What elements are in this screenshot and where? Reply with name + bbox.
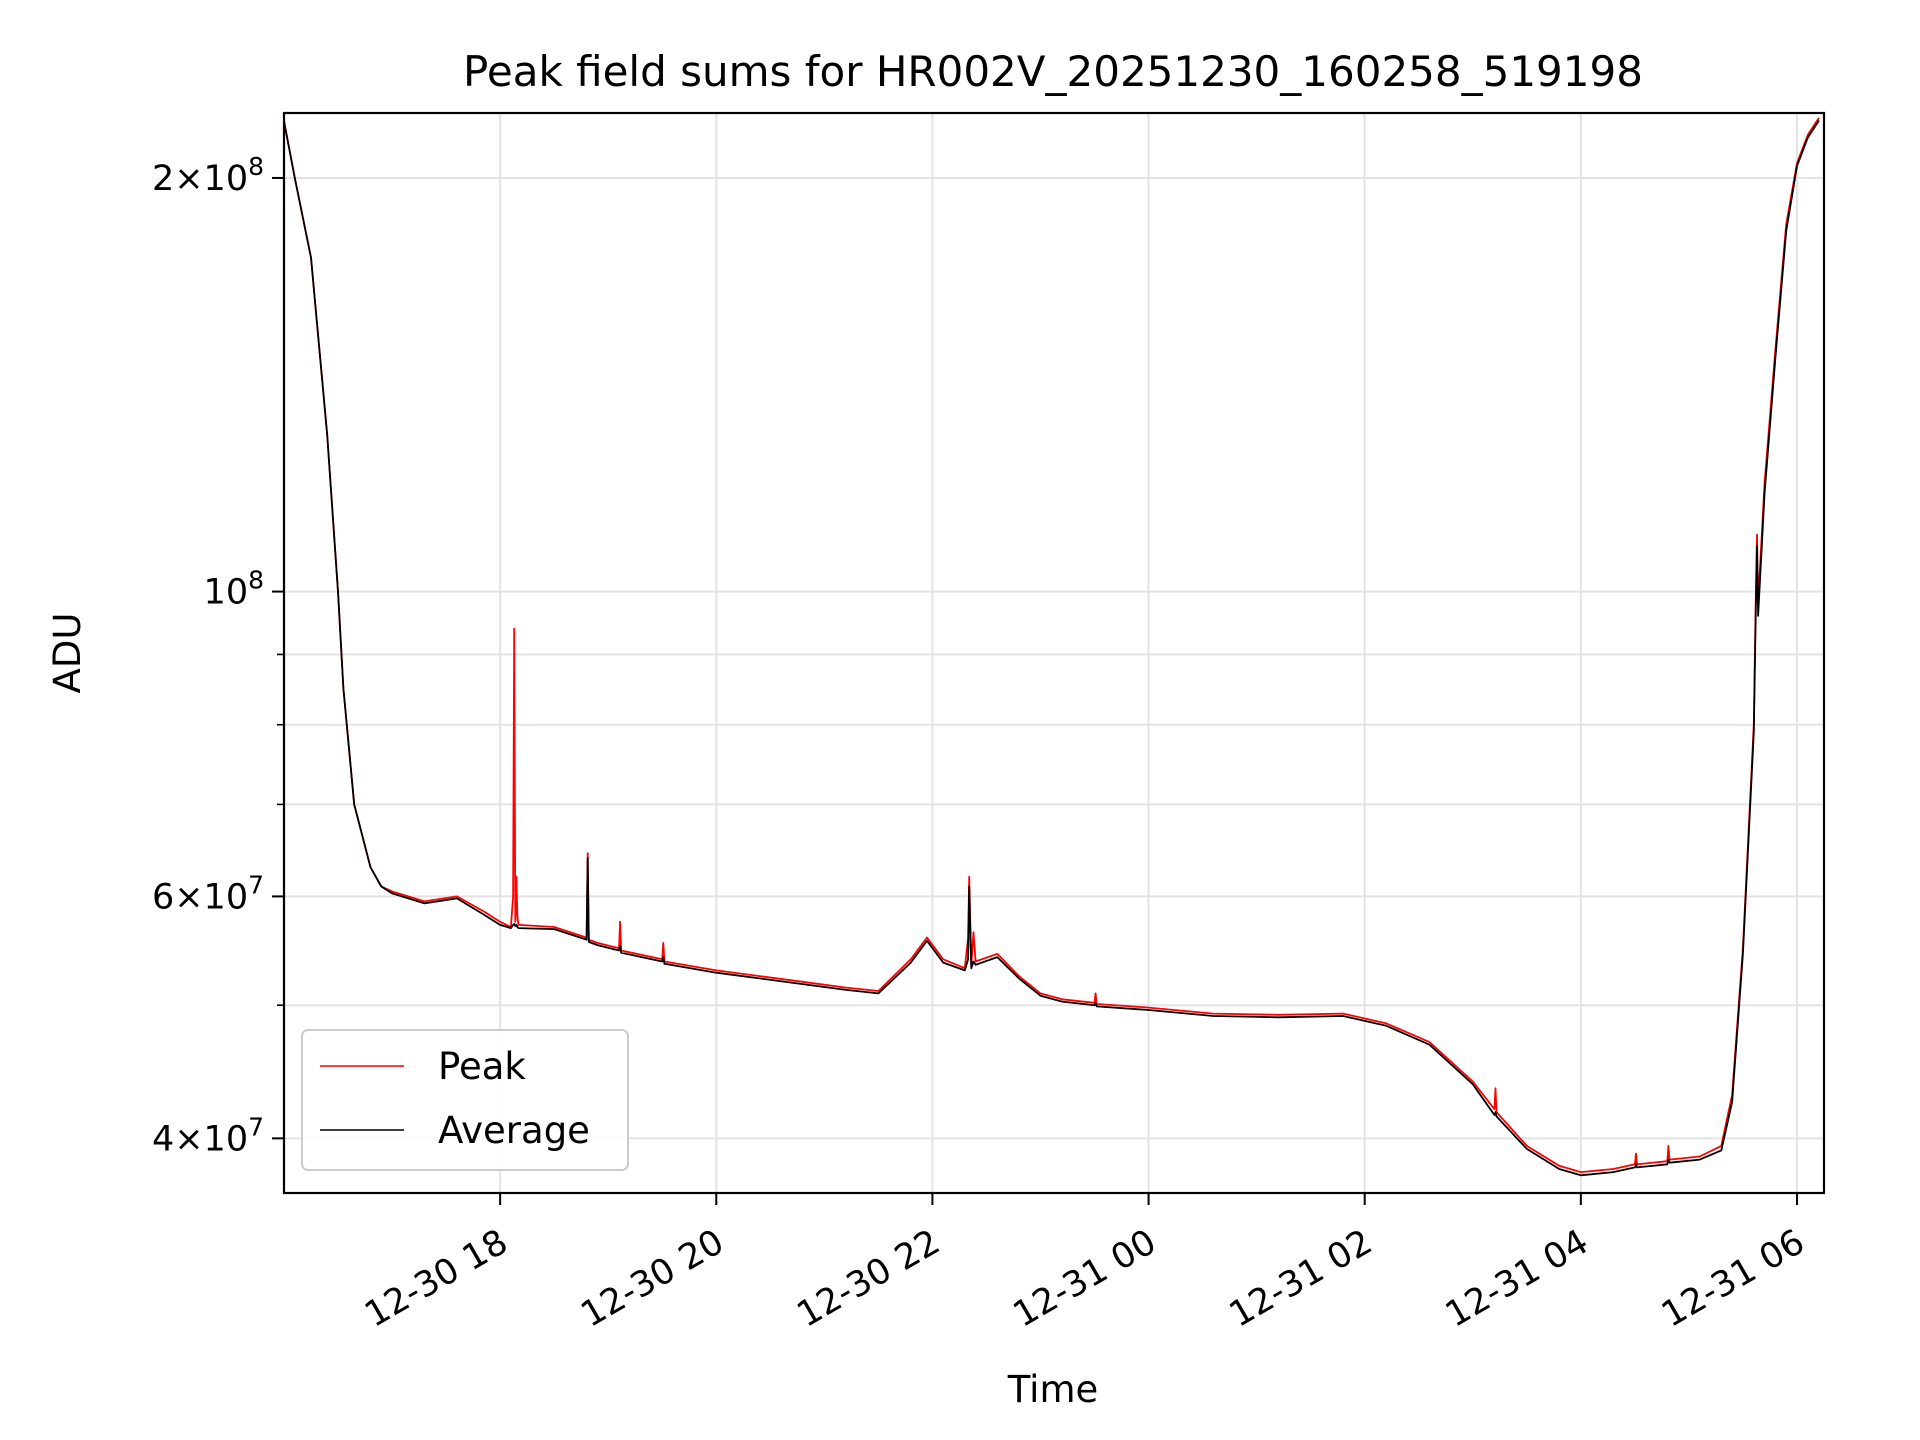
legend-box [301, 1029, 629, 1171]
plot-frame [282, 111, 1826, 1195]
y-tick-base: 4 [152, 1119, 174, 1159]
y-tick-mult: × [174, 159, 203, 199]
series [283, 117, 1820, 1177]
series-line-average [283, 120, 1820, 1177]
y-tick-mult: × [174, 877, 203, 917]
y-tick-exponent: 8 [248, 152, 264, 181]
y-tick-exp-base: 10 [204, 573, 249, 613]
legend-average-label: Average [438, 1109, 590, 1152]
y-axis-label: ADU [46, 613, 89, 694]
y-tick-base: 6 [152, 877, 174, 917]
y-tick-exp-base: 10 [204, 877, 249, 917]
y-tick-label: 108 [204, 566, 264, 613]
y-tick-exponent: 8 [248, 566, 264, 595]
legend: Peak Average [301, 1029, 629, 1171]
y-tick-exp-base: 10 [204, 1119, 249, 1159]
y-tick-exp-base: 10 [204, 159, 249, 199]
y-tick-base: 2 [152, 159, 174, 199]
y-tick-exponent: 7 [248, 870, 264, 899]
y-tick-mult: × [174, 1119, 203, 1159]
chart-title: Peak field sums for HR002V_20251230_1602… [463, 47, 1643, 96]
y-tick-label: 4×107 [152, 1112, 264, 1159]
y-tick-label: 2×108 [152, 152, 264, 199]
legend-peak-label: Peak [438, 1045, 526, 1088]
y-tick-exponent: 7 [248, 1112, 264, 1141]
x-axis-label: Time [1007, 1368, 1099, 1411]
y-tick-label: 6×107 [152, 870, 264, 917]
